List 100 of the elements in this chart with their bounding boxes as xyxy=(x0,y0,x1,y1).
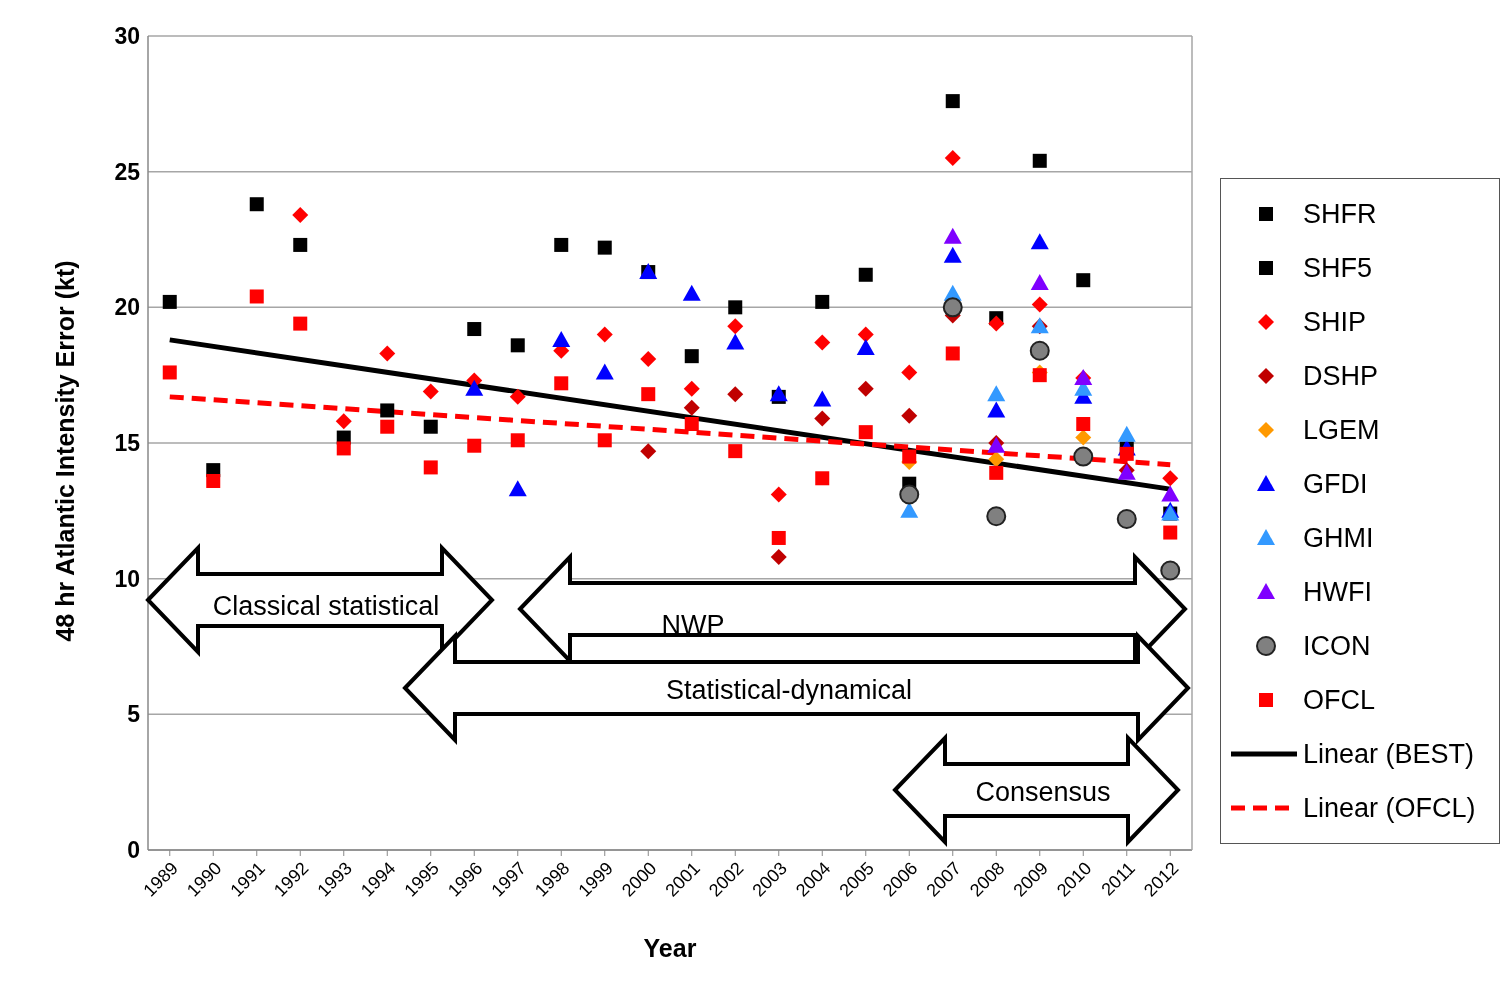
point xyxy=(423,419,438,434)
point xyxy=(293,316,308,331)
point xyxy=(726,333,745,350)
point xyxy=(942,297,963,318)
point xyxy=(552,330,571,347)
legend-label: SHIP xyxy=(1303,306,1367,338)
point xyxy=(858,425,873,440)
point xyxy=(943,227,962,244)
point xyxy=(727,386,744,403)
point xyxy=(1073,446,1094,467)
point xyxy=(728,300,743,315)
point xyxy=(684,417,699,432)
legend-label: DSHP xyxy=(1303,360,1379,392)
point xyxy=(901,364,918,381)
point xyxy=(769,385,788,402)
point xyxy=(945,94,960,109)
point xyxy=(987,401,1006,418)
point xyxy=(771,530,786,545)
point xyxy=(597,433,612,448)
point xyxy=(380,419,395,434)
point xyxy=(640,443,657,460)
point xyxy=(986,506,1007,527)
point xyxy=(858,267,873,282)
point xyxy=(1031,296,1048,313)
point xyxy=(596,326,613,343)
point xyxy=(770,548,787,565)
legend-label: GHMI xyxy=(1303,522,1374,554)
y-tick-label: 30 xyxy=(114,23,140,50)
point xyxy=(1076,273,1091,288)
point xyxy=(1119,446,1134,461)
point xyxy=(335,413,352,430)
point xyxy=(945,346,960,361)
point xyxy=(641,387,656,402)
point xyxy=(467,438,482,453)
point xyxy=(683,380,700,397)
point xyxy=(856,339,875,356)
point xyxy=(1117,425,1136,442)
point xyxy=(1076,417,1091,432)
annotation: Consensus xyxy=(975,777,1111,808)
point xyxy=(988,315,1005,332)
point xyxy=(684,349,699,364)
point xyxy=(1032,153,1047,168)
point xyxy=(815,294,830,309)
point xyxy=(1116,508,1137,529)
point xyxy=(901,407,918,424)
legend-label: LGEM xyxy=(1303,414,1380,446)
point xyxy=(1075,429,1092,446)
legend-label: Linear (BEST) xyxy=(1303,738,1475,770)
point xyxy=(987,385,1006,402)
y-tick-label: 20 xyxy=(114,294,140,321)
point xyxy=(162,294,177,309)
point xyxy=(727,318,744,335)
point xyxy=(857,326,874,343)
point xyxy=(1162,470,1179,487)
point xyxy=(293,237,308,252)
point xyxy=(943,246,962,263)
point xyxy=(682,284,701,301)
legend-label: SHFR xyxy=(1303,198,1377,230)
annotation: NWP xyxy=(661,610,725,641)
point xyxy=(944,150,961,167)
point xyxy=(728,444,743,459)
point xyxy=(814,410,831,427)
point xyxy=(249,289,264,304)
point xyxy=(899,484,920,505)
annotation: Classical statistical xyxy=(212,591,440,622)
point xyxy=(508,480,527,497)
point xyxy=(814,334,831,351)
legend-label: ICON xyxy=(1303,630,1371,662)
y-axis-title: 48 hr Atlantic Intensity Error (kt) xyxy=(50,260,80,642)
point xyxy=(380,403,395,418)
point xyxy=(1161,485,1180,502)
legend-label: SHF5 xyxy=(1303,252,1373,284)
y-tick-label: 25 xyxy=(114,158,141,185)
point xyxy=(1030,233,1049,250)
point xyxy=(1163,525,1178,540)
y-tick-label: 5 xyxy=(127,701,141,728)
point xyxy=(422,383,439,400)
point xyxy=(554,376,569,391)
point xyxy=(902,449,917,464)
point xyxy=(336,441,351,456)
point xyxy=(640,350,657,367)
legend-label: Linear (OFCL) xyxy=(1303,792,1476,824)
legend-label: GFDI xyxy=(1303,468,1368,500)
point xyxy=(770,486,787,503)
y-tick-label: 15 xyxy=(114,430,141,457)
point xyxy=(813,390,832,407)
point xyxy=(467,322,482,337)
point xyxy=(988,451,1005,468)
point xyxy=(683,399,700,416)
y-tick-label: 10 xyxy=(114,565,140,592)
point xyxy=(857,380,874,397)
point xyxy=(554,237,569,252)
point xyxy=(465,379,484,396)
point xyxy=(1030,273,1049,290)
point xyxy=(989,465,1004,480)
point xyxy=(1029,340,1050,361)
point xyxy=(423,460,438,475)
legend-label: HWFI xyxy=(1303,576,1372,608)
annotation: Statistical-dynamical xyxy=(665,675,913,706)
point xyxy=(1160,560,1181,581)
